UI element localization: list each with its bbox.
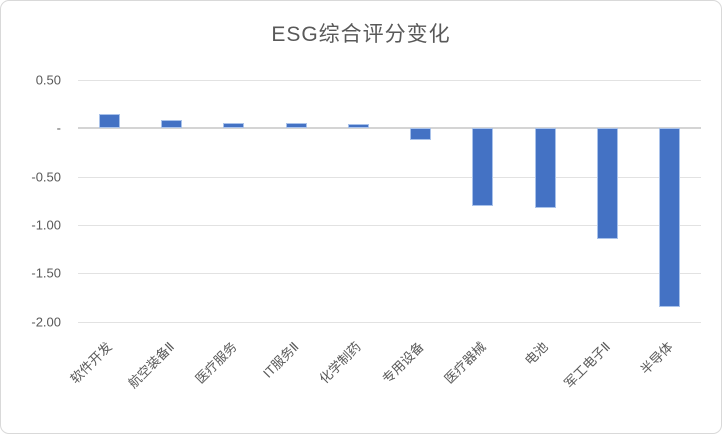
x-tick-label: 军工电子Ⅱ bbox=[561, 339, 614, 392]
gridline bbox=[78, 176, 701, 178]
chart-title: ESG综合评分变化 bbox=[271, 23, 451, 46]
chart-bar bbox=[659, 128, 681, 308]
x-tick-label: 专用设备 bbox=[378, 339, 427, 387]
chart-bar bbox=[223, 122, 245, 129]
chart-bar bbox=[534, 128, 556, 208]
x-tick-label: 航空装备Ⅱ bbox=[125, 339, 178, 392]
y-tick-label: -2.00 bbox=[31, 314, 61, 330]
x-tick-label: 半导体 bbox=[637, 339, 676, 378]
x-tick-label: 软件开发 bbox=[67, 339, 115, 387]
chart-bar bbox=[98, 113, 120, 129]
gridline bbox=[78, 321, 701, 323]
chart-bar bbox=[597, 128, 619, 240]
x-tick-label: IT服务Ⅱ bbox=[260, 339, 302, 381]
gridline bbox=[78, 273, 701, 275]
gridline bbox=[78, 224, 701, 226]
chart-bar bbox=[285, 122, 307, 129]
y-tick-label: 0.50 bbox=[35, 72, 61, 88]
x-tick-label: 化学制药 bbox=[316, 339, 365, 387]
y-tick-label: -1.50 bbox=[31, 265, 61, 281]
gridline bbox=[78, 80, 701, 81]
chart-bar bbox=[347, 124, 369, 129]
chart-bar bbox=[410, 128, 432, 140]
x-tick-label: 医疗服务 bbox=[192, 339, 240, 387]
x-tick-label: 电池 bbox=[521, 339, 551, 369]
y-tick-label: - bbox=[56, 120, 61, 136]
y-tick-label: -0.50 bbox=[31, 169, 61, 185]
y-tick-label: -1.00 bbox=[31, 217, 61, 233]
x-tick-label: 医疗器械 bbox=[441, 339, 489, 387]
chart-bar bbox=[472, 128, 494, 206]
zero-axis-line bbox=[78, 127, 701, 130]
chart-bar bbox=[160, 119, 182, 129]
